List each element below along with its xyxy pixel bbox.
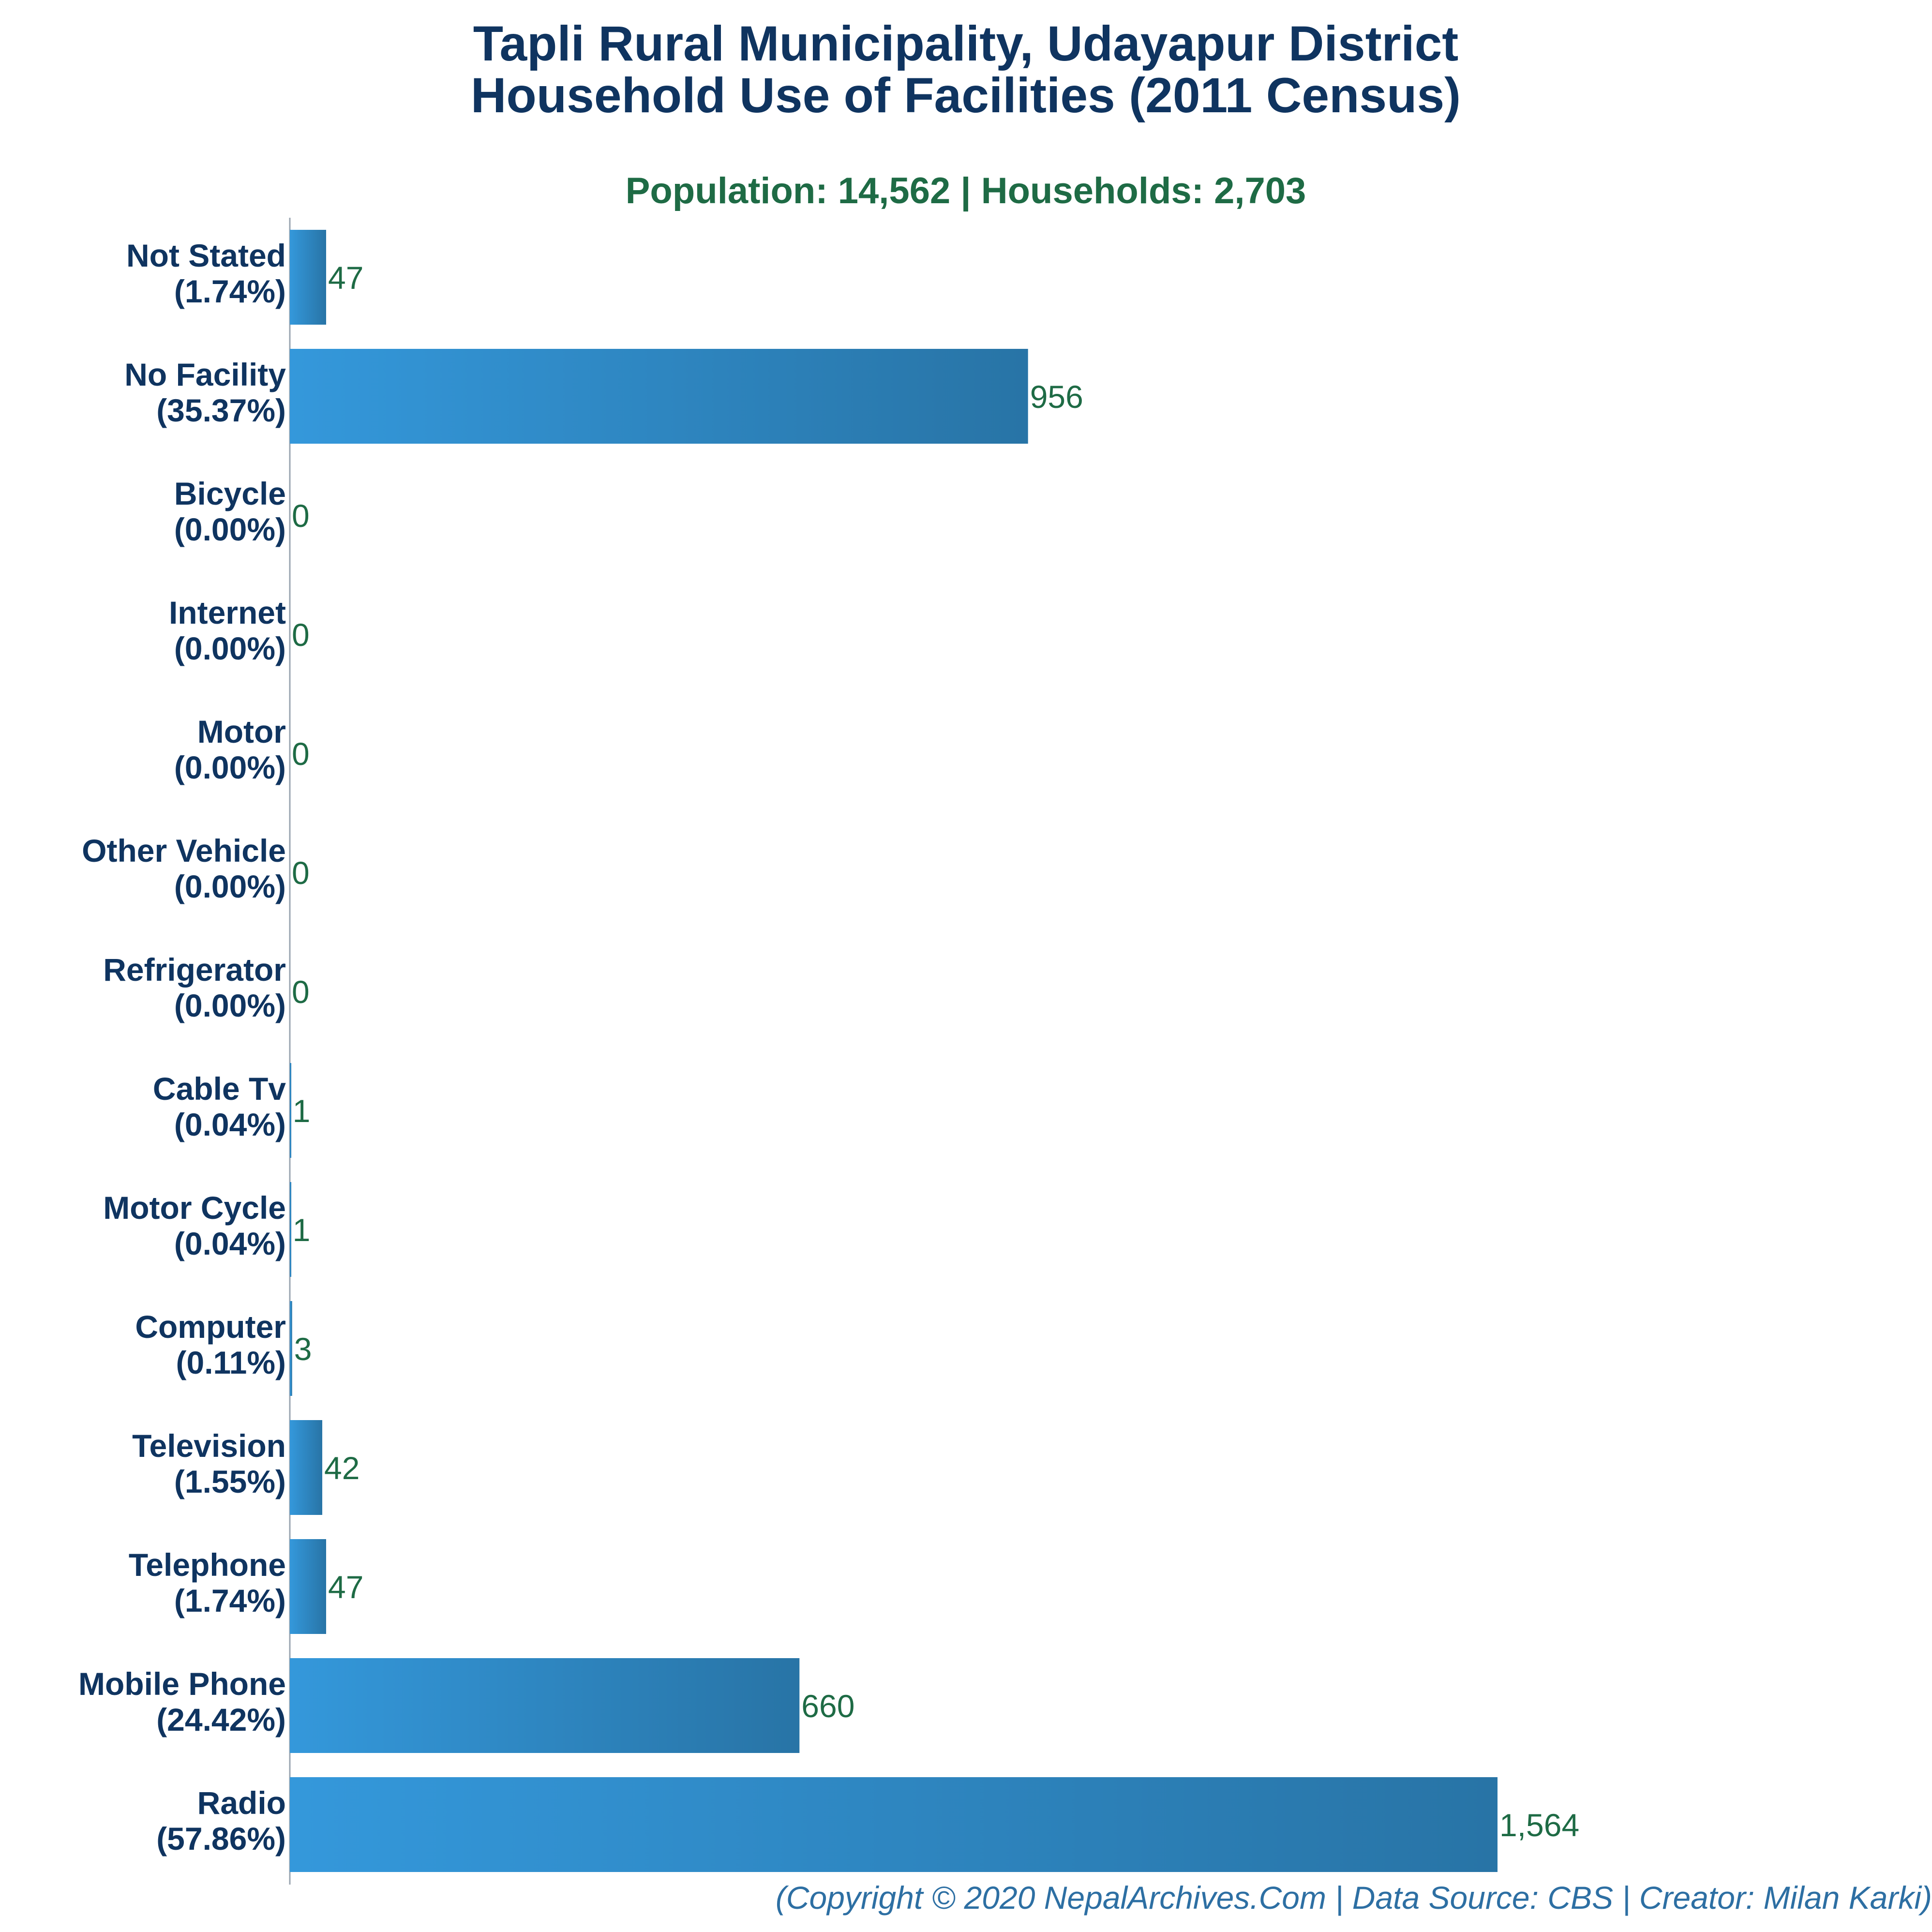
value-label-radio: 1,564 <box>1499 1807 1579 1843</box>
bar-cable-tv <box>290 1063 291 1158</box>
bar-no-facility <box>290 349 1028 444</box>
bar-not-stated <box>290 230 327 325</box>
category-label-telephone: Telephone (1.74%) <box>129 1547 286 1618</box>
value-label-internet: 0 <box>292 617 310 653</box>
value-label-cable-tv: 1 <box>293 1093 311 1129</box>
chart-title: Tapli Rural Municipality, Udayapur Distr… <box>473 16 1459 71</box>
chart-subtitle: Population: 14,562 | Households: 2,703 <box>626 170 1306 212</box>
category-labels-group: Not Stated (1.74%) No Facility (35.37%) Bicy… <box>78 238 286 1857</box>
value-label-no-facility: 956 <box>1030 379 1083 415</box>
bar-television <box>290 1420 323 1515</box>
category-label-radio: Radio (57.86%) <box>156 1785 286 1857</box>
value-label-television: 42 <box>324 1450 359 1486</box>
category-label-refrigerator: Refrigerator (0.00%) <box>103 952 286 1023</box>
chart-title-line2: Household Use of Facilities (2011 Census… <box>471 68 1461 123</box>
category-label-motor-cycle: Motor Cycle (0.04%) <box>103 1190 286 1261</box>
value-labels-group: 47 956 0 0 0 0 0 1 1 3 42 47 660 1,564 <box>292 260 1579 1843</box>
category-label-computer: Computer (0.11%) <box>135 1309 286 1380</box>
value-label-bicycle: 0 <box>292 498 310 534</box>
value-label-computer: 3 <box>294 1331 312 1367</box>
bar-radio <box>290 1777 1498 1872</box>
value-label-mobile-phone: 660 <box>801 1688 854 1724</box>
footer-credit: (Copyright © 2020 NepalArchives.Com | Da… <box>776 1880 1932 1917</box>
bar-telephone <box>290 1539 327 1634</box>
category-label-television: Television (1.55%) <box>132 1428 286 1499</box>
bar-motor-cycle <box>290 1182 291 1277</box>
value-label-motor: 0 <box>292 736 310 772</box>
category-label-cable-tv: Cable Tv (0.04%) <box>153 1071 286 1142</box>
bars-group <box>290 230 1498 1872</box>
bar-computer <box>290 1301 292 1396</box>
category-label-other-vehicle: Other Vehicle (0.00%) <box>82 833 286 904</box>
value-label-telephone: 47 <box>328 1569 363 1605</box>
value-label-refrigerator: 0 <box>292 974 310 1010</box>
category-label-motor: Motor (0.00%) <box>174 714 286 785</box>
category-label-mobile-phone: Mobile Phone (24.42%) <box>78 1666 286 1737</box>
value-label-motor-cycle: 1 <box>293 1212 311 1248</box>
bar-mobile-phone <box>290 1658 800 1753</box>
category-label-internet: Internet (0.00%) <box>169 595 286 666</box>
category-label-bicycle: Bicycle (0.00%) <box>174 476 286 547</box>
value-label-not-stated: 47 <box>328 260 363 296</box>
value-label-other-vehicle: 0 <box>292 855 310 891</box>
category-label-not-stated: Not Stated (1.74%) <box>126 238 286 309</box>
category-label-no-facility: No Facility (35.37%) <box>124 357 286 428</box>
